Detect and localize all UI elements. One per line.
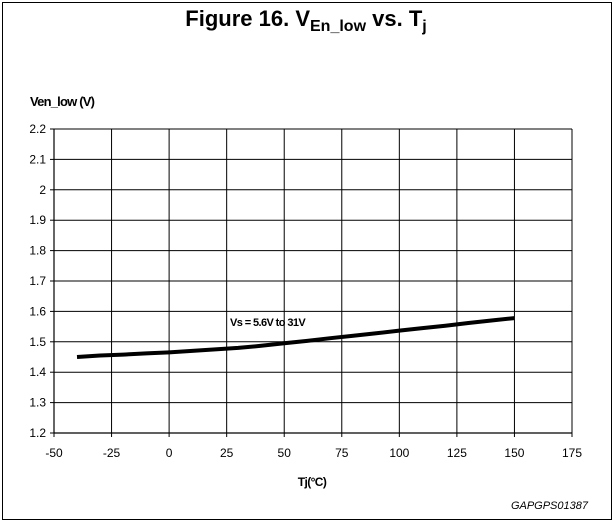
y-tick-label: 1.8 (29, 244, 46, 258)
series-line (76, 316, 515, 359)
y-tick-label: 1.2 (29, 426, 46, 440)
series-annotation: Vs = 5.6V to 31V (230, 317, 306, 329)
x-tick-label: 100 (389, 446, 409, 460)
x-tick-label: -25 (103, 446, 121, 460)
chart-title: Figure 16. VEn_low vs. Tj (185, 6, 427, 35)
x-tick-label: 0 (166, 446, 173, 460)
y-tick-label: 2 (39, 183, 46, 197)
x-tick-label: 125 (447, 446, 467, 460)
y-tick-labels: 2.2 2.1 2 1.9 1.8 1.7 1.6 1.5 1.4 1.3 1.2 (29, 122, 46, 440)
chart-frame (2, 2, 612, 520)
y-tick-label: 1.5 (29, 335, 46, 349)
y-tick-label: 2.2 (29, 122, 46, 136)
y-tick-label: 1.9 (29, 213, 46, 227)
x-tick-label: 25 (220, 446, 234, 460)
y-axis-label: Ven_low (V) (30, 94, 95, 109)
y-tick-label: 2.1 (29, 152, 46, 166)
x-tick-label: 50 (278, 446, 292, 460)
x-tick-labels: -50 -25 0 25 50 75 100 125 150 175 (45, 446, 582, 460)
x-tick-label: -50 (45, 446, 63, 460)
y-tick-label: 1.7 (29, 274, 46, 288)
y-tick-label: 1.6 (29, 304, 46, 318)
chart-grid (50, 128, 573, 437)
x-tick-label: 150 (504, 446, 524, 460)
figure-code: GAPGPS01387 (511, 500, 589, 512)
y-tick-label: 1.3 (29, 396, 46, 410)
x-axis-label: Tj(°C) (298, 475, 327, 489)
y-tick-label: 1.4 (29, 365, 46, 379)
x-tick-label: 75 (335, 446, 349, 460)
x-tick-label: 175 (562, 446, 582, 460)
